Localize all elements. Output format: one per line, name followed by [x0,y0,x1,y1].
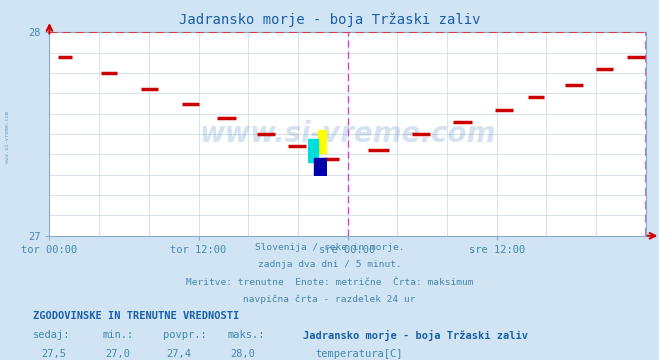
Text: ZGODOVINSKE IN TRENUTNE VREDNOSTI: ZGODOVINSKE IN TRENUTNE VREDNOSTI [33,311,239,321]
Bar [314,158,327,176]
Bar [308,139,318,162]
Text: navpična črta - razdelek 24 ur: navpična črta - razdelek 24 ur [243,295,416,304]
Text: temperatura[C]: temperatura[C] [315,349,403,359]
Text: Jadransko morje - boja Tržaski zaliv: Jadransko morje - boja Tržaski zaliv [303,330,528,341]
Text: www.si-vreme.com: www.si-vreme.com [200,120,496,148]
Text: zadnja dva dni / 5 minut.: zadnja dva dni / 5 minut. [258,260,401,269]
Text: 27,5: 27,5 [42,349,67,359]
Text: 27,4: 27,4 [167,349,192,359]
Text: Meritve: trenutne  Enote: metrične  Črta: maksimum: Meritve: trenutne Enote: metrične Črta: … [186,278,473,287]
Text: www.si-vreme.com: www.si-vreme.com [5,111,11,163]
Text: maks.:: maks.: [227,330,265,340]
Text: min.:: min.: [102,330,133,340]
Text: 27,0: 27,0 [105,349,130,359]
Text: sedaj:: sedaj: [33,330,71,340]
Text: Jadransko morje - boja Tržaski zaliv: Jadransko morje - boja Tržaski zaliv [179,13,480,27]
Text: Slovenija / reke in morje.: Slovenija / reke in morje. [255,243,404,252]
Text: 28,0: 28,0 [230,349,255,359]
Bar [318,130,327,153]
Text: povpr.:: povpr.: [163,330,207,340]
